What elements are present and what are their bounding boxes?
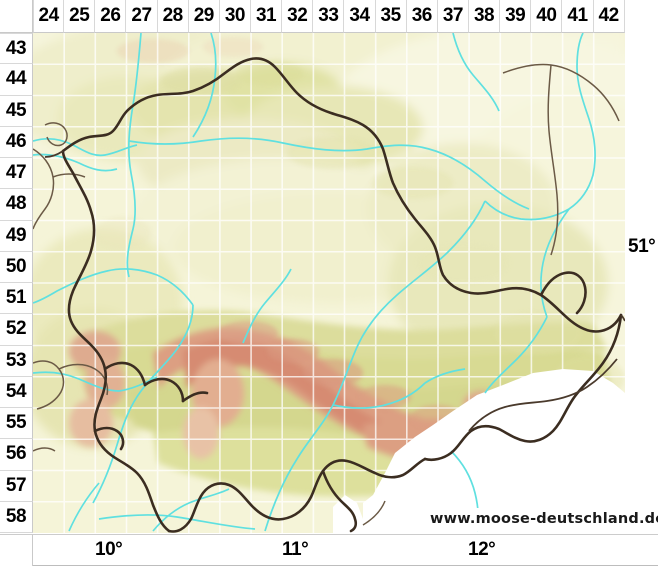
- grid-column-label: 38: [468, 0, 501, 33]
- latitude-label-51: 51°: [628, 236, 656, 257]
- grid-column-label: 41: [562, 0, 594, 33]
- grid-column-label: 26: [95, 0, 127, 33]
- grid-column-label: 36: [406, 0, 438, 33]
- watermark: www.moose-deutschland.de: [424, 508, 658, 531]
- grid-row-label: 53: [0, 345, 33, 377]
- grid-row-label: 50: [0, 251, 33, 283]
- grid-row-label: 49: [0, 220, 33, 252]
- grid-column-label: 24: [33, 0, 65, 33]
- grid-row-label: 46: [0, 126, 33, 158]
- neighbour-boundaries: [33, 63, 620, 526]
- grid-column-label-strip: 24 25 26 27 28 29 30 31 32 33 34 35 36 37 38 39 40 41 42: [33, 0, 625, 33]
- grid-column-label: 37: [437, 0, 469, 33]
- grid-column-label: 39: [500, 0, 532, 33]
- longitude-label-strip: 10° 11° 12°: [33, 534, 658, 566]
- grid-column-label: 27: [126, 0, 158, 33]
- thuringia-border: [61, 57, 623, 533]
- grid-row-label: 56: [0, 439, 33, 471]
- grid-row-label-strip: 43 44 45 46 47 48 49 50 51 52 53 54 55 56 57 58: [0, 33, 33, 533]
- grid-row-label: 55: [0, 408, 33, 440]
- map-canvas[interactable]: [33, 33, 625, 533]
- grid-row-label: 51: [0, 283, 33, 315]
- grid-row-label: 54: [0, 376, 33, 408]
- grid-column-label: 42: [593, 0, 625, 33]
- grid-column-label: 34: [344, 0, 376, 33]
- terrain-svg: [33, 33, 625, 533]
- grid-row-label: 43: [0, 33, 33, 65]
- grid-corner-bottom-left: [0, 534, 33, 566]
- grid-row-label: 45: [0, 95, 33, 127]
- grid-column-label: 40: [531, 0, 563, 33]
- grid-column-label: 33: [313, 0, 345, 33]
- grid-row-label: 57: [0, 470, 33, 502]
- grid-column-label: 30: [219, 0, 251, 33]
- grid-corner-top-left: [0, 0, 33, 33]
- rivers: [33, 33, 596, 532]
- grid-column-label: 31: [250, 0, 283, 33]
- grid-column-label: 32: [282, 0, 314, 33]
- longitude-label-10: 10°: [95, 539, 123, 560]
- grid-column-label: 28: [157, 0, 189, 33]
- extra-borders: [44, 150, 625, 432]
- grid-row-label: 58: [0, 501, 33, 533]
- grid-row-label: 47: [0, 158, 33, 190]
- grid-row-label: 52: [0, 314, 33, 346]
- grid-lines: [33, 33, 625, 533]
- longitude-label-12: 12°: [468, 539, 496, 560]
- grid-column-label: 29: [188, 0, 220, 33]
- grid-row-label: 44: [0, 64, 33, 96]
- longitude-label-11: 11°: [282, 539, 309, 560]
- grid-column-label: 35: [375, 0, 407, 33]
- grid-row-label: 48: [0, 189, 33, 221]
- grid-column-label: 25: [64, 0, 96, 33]
- unmapped-area: [363, 369, 625, 533]
